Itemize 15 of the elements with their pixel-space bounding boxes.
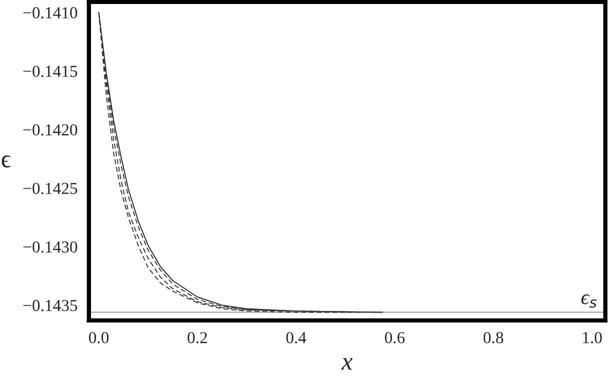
y-tick-label: −0.1425 bbox=[23, 182, 78, 194]
y-tick-label: −0.1420 bbox=[23, 124, 78, 136]
x-tick-label: 0.8 bbox=[484, 332, 504, 344]
x-tick-label: 0.2 bbox=[188, 332, 207, 344]
y-tick-label: −0.1415 bbox=[23, 66, 78, 78]
y-tick-label: −0.1430 bbox=[23, 241, 78, 253]
y-tick-label: −0.1435 bbox=[23, 300, 78, 312]
x-tick-label: 0.0 bbox=[89, 332, 109, 344]
ref-line-label: ϵ$_{s}$ bbox=[581, 294, 597, 308]
x-tick-label: 1.0 bbox=[583, 332, 602, 344]
x-tick-label: 0.4 bbox=[286, 332, 306, 344]
y-tick-label: −0.1410 bbox=[23, 7, 78, 18]
y-axis-title: ϵ bbox=[2, 155, 10, 168]
x-tick-label: 0.6 bbox=[384, 332, 405, 344]
x-axis-title: x bbox=[341, 358, 352, 370]
